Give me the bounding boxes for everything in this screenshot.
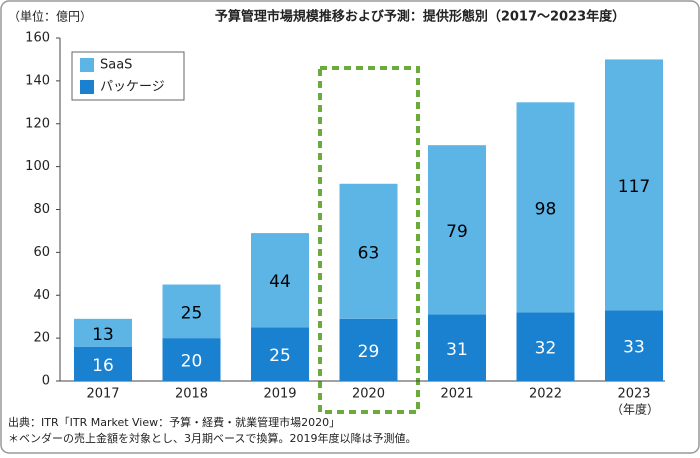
highlight-box [318, 66, 420, 414]
legend-label: SaaS [100, 58, 132, 73]
bar-segment [516, 312, 575, 381]
value-label: 44 [269, 272, 291, 292]
value-label: 16 [92, 356, 114, 376]
y-tick-label: 100 [25, 159, 50, 174]
note: ＊ベンダーの売上金額を対象とし、3月期ベースで換算。2019年度以降は予測値。 [8, 431, 416, 445]
bar-segment [162, 338, 221, 381]
value-label: 117 [618, 177, 650, 197]
bar-segment [74, 346, 132, 381]
value-label: 29 [358, 342, 380, 362]
bar-segment [516, 102, 575, 313]
value-label: 33 [623, 338, 645, 358]
bar-segment [251, 233, 309, 328]
bar-segment [74, 318, 132, 347]
legend-swatch [80, 58, 94, 72]
bar-segment [605, 59, 663, 311]
bar-segment [339, 183, 398, 319]
x-unit: （年度） [611, 402, 659, 417]
bar-segment [428, 314, 486, 381]
x-tick-label: 2020 [352, 387, 385, 402]
value-label: 79 [446, 222, 468, 242]
y-tick-label: 20 [33, 331, 50, 346]
y-tick-label: 0 [42, 374, 50, 389]
bar-segment [162, 284, 221, 339]
y-tick-label: 120 [25, 116, 50, 131]
bar-segment [339, 318, 398, 381]
value-label: 25 [181, 303, 203, 323]
value-label: 13 [92, 325, 114, 345]
value-label: 98 [535, 199, 557, 219]
y-tick-label: 40 [33, 288, 50, 303]
value-label: 32 [535, 339, 557, 359]
x-tick-label: 2023 [617, 387, 650, 402]
bar-segment [428, 145, 486, 315]
y-unit: （単位：億円） [8, 9, 92, 24]
value-label: 63 [358, 243, 380, 263]
y-tick-label: 80 [33, 202, 50, 217]
x-tick-label: 2022 [529, 387, 562, 402]
x-tick-label: 2019 [263, 387, 296, 402]
y-tick-label: 60 [33, 245, 50, 260]
bar-segment [605, 310, 663, 381]
bar-segment [251, 327, 309, 381]
legend-swatch [80, 80, 94, 94]
x-tick-label: 2021 [440, 387, 473, 402]
legend-label: パッケージ [100, 80, 165, 95]
y-tick-label: 140 [25, 73, 50, 88]
y-tick-label: 160 [25, 31, 50, 46]
value-label: 20 [181, 352, 203, 372]
chart-title: 予算管理市場規模推移および予測：提供形態別（2017～2023年度） [215, 9, 625, 25]
value-label: 25 [269, 346, 291, 366]
x-tick-label: 2018 [175, 387, 208, 402]
value-label: 31 [446, 340, 468, 360]
note: 出典：ITR「ITR Market View：予算・経費・就業管理市場2020」 [8, 415, 340, 429]
x-tick-label: 2017 [86, 387, 119, 402]
